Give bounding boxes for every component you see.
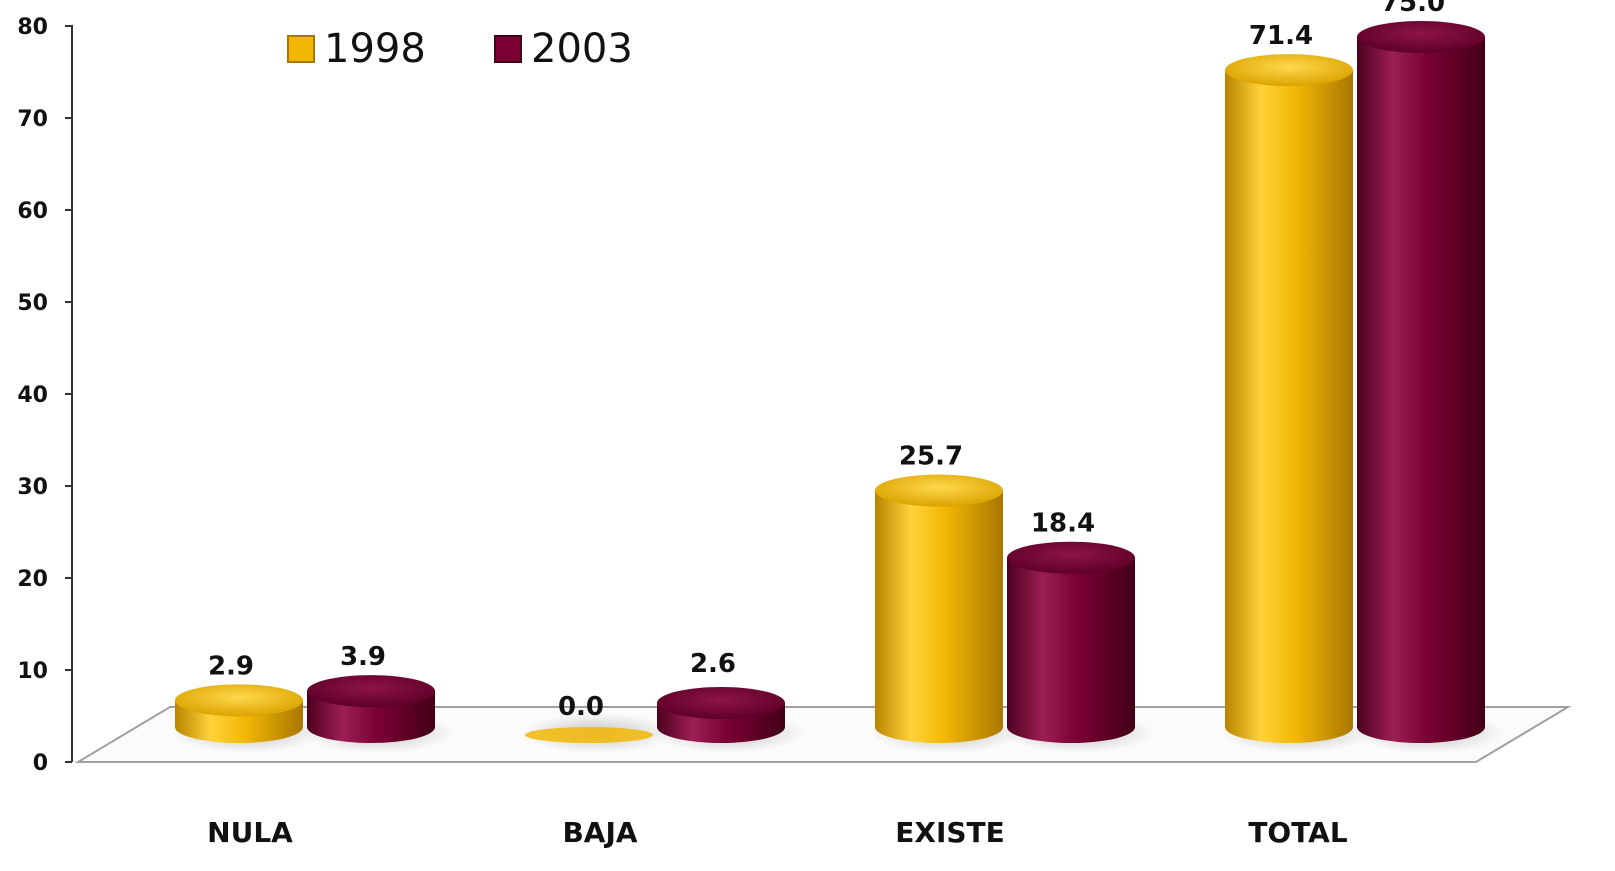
bar-side [1357, 37, 1485, 743]
value-label: 71.4 [1249, 21, 1313, 51]
y-axis: 0 10 20 30 40 50 60 70 80 [17, 15, 73, 776]
legend-label-1998: 1998 [324, 26, 426, 72]
bar-top [657, 687, 785, 719]
bar-top [1007, 541, 1135, 574]
bar-1998-existe [875, 474, 1003, 743]
y-tick-label: 70 [17, 107, 48, 132]
bar-2003-nula [307, 675, 435, 743]
bar-top [307, 675, 435, 708]
value-label: 75.0 [1381, 0, 1445, 18]
category-label-nula: NULA [207, 816, 293, 849]
bar-top [1225, 54, 1353, 87]
value-label: 2.9 [208, 651, 254, 681]
value-label: 18.4 [1031, 509, 1095, 539]
category-label-baja: BAJA [562, 816, 637, 849]
y-tick-label: 30 [17, 475, 48, 500]
category-label-existe: EXISTE [895, 816, 1005, 849]
y-tick-label: 20 [17, 567, 48, 592]
legend-swatch-1998 [287, 35, 315, 63]
y-tick-label: 60 [17, 199, 48, 224]
bar-side [875, 490, 1003, 743]
bar-top [175, 684, 303, 717]
bar-1998-total [1225, 54, 1353, 744]
bar-1998-nula [175, 684, 303, 743]
y-tick-label: 10 [17, 659, 48, 684]
y-tick-label: 80 [17, 15, 48, 40]
chart-floor [74, 706, 1572, 763]
bars [171, 21, 1505, 753]
legend-swatch-2003 [494, 35, 522, 63]
legend-label-2003: 2003 [531, 26, 633, 72]
bar-side [1007, 557, 1135, 743]
y-tick-label: 40 [17, 383, 48, 408]
x-axis-labels: NULA BAJA EXISTE TOTAL [207, 816, 1348, 849]
bar-side [1225, 70, 1353, 744]
value-label: 2.6 [690, 649, 736, 679]
value-label: 0.0 [558, 692, 604, 722]
y-tick-label: 0 [33, 751, 48, 776]
legend: 1998 2003 [287, 26, 633, 72]
bar-2003-total [1357, 21, 1485, 743]
bar-2003-baja [657, 687, 785, 743]
value-label: 3.9 [340, 642, 386, 672]
floor-plane [74, 706, 1572, 763]
bar-1998-baja [525, 727, 653, 743]
category-label-total: TOTAL [1248, 816, 1347, 849]
bar-top [875, 474, 1003, 507]
y-tick-label: 50 [17, 291, 48, 316]
bar-2003-existe [1007, 541, 1135, 743]
value-labels: 2.9 3.9 0.0 2.6 25.7 18.4 71.4 75.0 [208, 0, 1445, 722]
bar-top [1357, 21, 1485, 53]
value-label: 25.7 [899, 442, 963, 472]
